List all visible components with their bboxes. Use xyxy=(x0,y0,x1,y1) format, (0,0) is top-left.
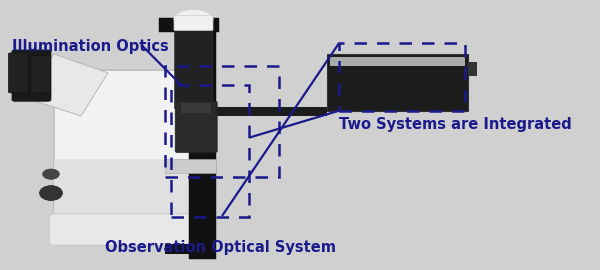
FancyBboxPatch shape xyxy=(175,26,212,109)
FancyBboxPatch shape xyxy=(31,56,50,93)
Bar xyxy=(171,85,249,217)
Polygon shape xyxy=(24,54,108,116)
Text: Two Systems are Integrated: Two Systems are Integrated xyxy=(339,117,572,133)
Bar xyxy=(165,244,189,254)
Text: Illumination Optics: Illumination Optics xyxy=(12,39,169,54)
FancyBboxPatch shape xyxy=(12,50,51,101)
Bar xyxy=(215,107,327,116)
FancyBboxPatch shape xyxy=(54,70,198,224)
FancyBboxPatch shape xyxy=(175,101,217,153)
Bar xyxy=(181,103,211,113)
Bar xyxy=(165,159,216,173)
FancyBboxPatch shape xyxy=(49,214,203,245)
Bar xyxy=(330,57,465,66)
Ellipse shape xyxy=(40,186,62,200)
FancyBboxPatch shape xyxy=(327,54,468,111)
FancyBboxPatch shape xyxy=(8,53,28,93)
Bar xyxy=(159,18,219,32)
Text: Observation Optical System: Observation Optical System xyxy=(105,240,336,255)
Bar xyxy=(339,43,465,111)
FancyBboxPatch shape xyxy=(174,15,213,31)
FancyBboxPatch shape xyxy=(54,159,198,224)
Bar xyxy=(189,22,216,259)
Bar xyxy=(468,62,477,76)
Bar xyxy=(165,66,279,177)
Ellipse shape xyxy=(174,9,213,28)
Ellipse shape xyxy=(43,169,59,179)
